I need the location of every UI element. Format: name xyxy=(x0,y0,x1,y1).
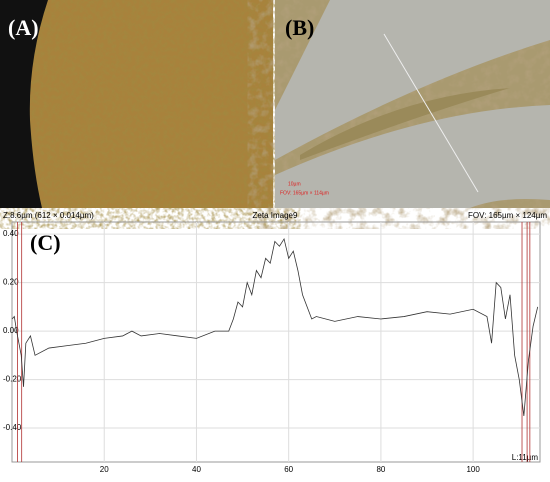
y-tick-label: -0.20 xyxy=(3,375,22,384)
footer-right: L:11µm xyxy=(512,453,539,462)
chart-title: Zeta Image9 xyxy=(253,211,298,220)
y-tick-label: 0.00 xyxy=(3,326,19,335)
y-tick-label: 0.40 xyxy=(3,229,19,238)
header-left: Z:8.6µm (612 × 0.014µm) xyxy=(3,211,94,220)
panel-label: (B) xyxy=(285,15,314,40)
y-tick-label: -0.40 xyxy=(3,423,22,432)
plot-frame xyxy=(11,221,541,463)
header-right: FOV: 165µm × 124µm xyxy=(468,211,547,220)
panel-a: (A) xyxy=(0,0,273,208)
x-tick-label: 40 xyxy=(192,465,201,474)
x-tick-label: 60 xyxy=(284,465,293,474)
profile-line xyxy=(11,237,539,416)
scale-label: 10µm xyxy=(288,181,301,187)
panel-b: 10µm FOV: 165µm × 114µm (B) xyxy=(275,0,550,208)
panel-label: (A) xyxy=(8,15,39,40)
y-tick-label: 0.20 xyxy=(3,278,19,287)
x-tick-label: 80 xyxy=(376,465,385,474)
x-tick-label: 20 xyxy=(100,465,109,474)
panel-c: Z:8.6µm (612 × 0.014µm) Zeta Image9 FOV:… xyxy=(3,211,547,474)
fov-label: FOV: 165µm × 114µm xyxy=(280,190,329,196)
x-tick-label: 100 xyxy=(466,465,480,474)
